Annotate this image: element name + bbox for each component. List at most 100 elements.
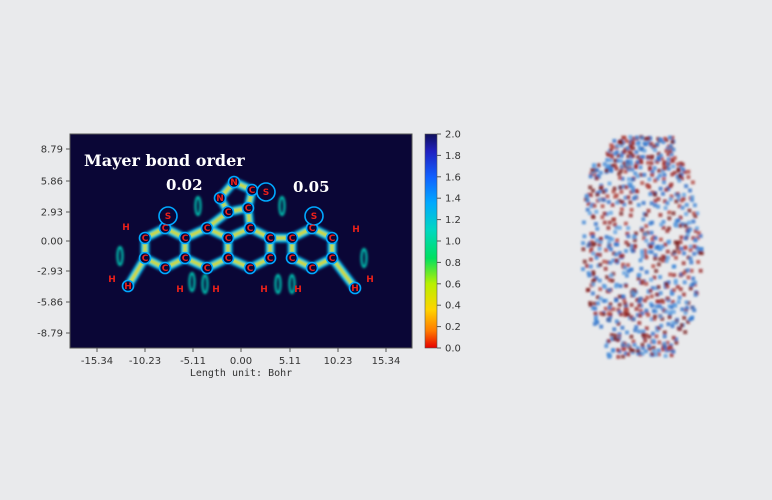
molecule-pixel <box>654 304 659 309</box>
molecule-pixel <box>637 299 642 304</box>
molecule-pixel <box>642 334 647 339</box>
molecule-pixel <box>693 214 698 219</box>
molecule-pixel <box>607 278 612 282</box>
molecule-pixel <box>624 249 628 253</box>
molecule-pixel <box>601 298 606 303</box>
molecule-pixel <box>606 200 611 204</box>
atom-contour <box>243 261 257 275</box>
molecule-pixel <box>596 163 601 168</box>
molecule-pixel <box>673 278 678 283</box>
molecule-pixel <box>688 286 693 291</box>
molecule-pixel <box>662 330 667 335</box>
molecule-pixel <box>632 342 637 347</box>
molecule-pixel <box>686 169 691 174</box>
atom-contour <box>121 279 135 293</box>
molecule-pixel <box>690 305 695 310</box>
molecule-pixel <box>674 340 679 345</box>
molecule-pixel <box>606 260 611 265</box>
atom-label: H <box>176 285 184 295</box>
molecule-pixel <box>690 198 695 203</box>
molecule-pixel <box>610 154 614 159</box>
atom-contour <box>348 281 362 295</box>
molecule-pixel <box>623 221 628 226</box>
molecule-pixel <box>691 219 696 224</box>
colorbar-tick-label: 0.2 <box>445 322 461 333</box>
molecule-pixel <box>660 169 665 173</box>
molecule-pixel <box>635 313 640 317</box>
molecule-pixel <box>680 307 685 312</box>
molecule-pixel <box>670 172 675 177</box>
molecule-pixel <box>644 326 649 331</box>
molecule-pixel <box>685 305 689 310</box>
molecule-pixel <box>638 165 643 170</box>
molecule-pixel <box>631 136 636 141</box>
molecule-pixel <box>602 259 607 264</box>
molecule-pixel <box>659 156 664 161</box>
molecule-pixel <box>625 146 630 151</box>
molecule-pixel <box>603 266 608 271</box>
molecule-pixel <box>588 174 593 179</box>
colorbar-tick-label: 1.6 <box>445 172 461 183</box>
molecule-3d-image <box>581 135 704 359</box>
molecule-pixel <box>603 285 607 289</box>
atom-label: C <box>267 254 274 264</box>
atom-label: S <box>263 188 269 198</box>
molecule-pixel <box>627 182 632 187</box>
molecule-pixel <box>636 155 641 160</box>
atom-label: H <box>122 223 130 233</box>
molecule-pixel <box>616 354 621 359</box>
molecule-pixel <box>691 236 696 241</box>
molecule-pixel <box>670 300 675 305</box>
x-tick-label: -10.23 <box>129 356 161 367</box>
molecule-pixel <box>620 200 625 204</box>
atom-contour <box>304 206 324 226</box>
molecule-pixel <box>650 286 655 291</box>
molecule-pixel <box>660 244 665 249</box>
molecule-pixel <box>607 305 612 310</box>
molecule-pixel <box>693 292 698 297</box>
atom-contour <box>158 261 172 275</box>
molecule-pixel <box>585 193 590 198</box>
molecule-pixel <box>673 240 678 245</box>
molecule-pixel <box>606 244 611 249</box>
molecule-pixel <box>650 173 655 177</box>
molecule-pixel <box>641 217 646 222</box>
molecule-pixel <box>633 244 638 249</box>
molecule-pixel <box>677 178 682 183</box>
molecule-pixel <box>674 255 678 260</box>
molecule-pixel <box>616 307 621 312</box>
colorbar-tick-label: 1.2 <box>445 215 461 226</box>
molecule-pixel <box>663 353 668 358</box>
molecule-pixel <box>646 343 651 348</box>
molecule-pixel <box>598 287 603 292</box>
molecule-pixel <box>634 150 639 155</box>
molecule-pixel <box>581 241 586 246</box>
molecule-pixel <box>642 236 646 241</box>
molecule-pixel <box>657 168 662 173</box>
molecule-pixel <box>605 158 610 162</box>
colorbar-tick-label: 0.6 <box>445 279 461 290</box>
atom-label: C <box>267 234 274 244</box>
molecule-pixel <box>684 212 689 216</box>
molecule-pixel <box>638 172 643 177</box>
atom-label: C <box>329 234 336 244</box>
molecule-pixel <box>663 136 667 141</box>
molecule-pixel <box>608 247 613 252</box>
weak-contour <box>288 274 296 294</box>
molecule-pixel <box>593 313 598 318</box>
molecule-pixel <box>671 335 676 340</box>
molecule-pixel <box>601 312 606 317</box>
molecule-pixel <box>610 163 615 168</box>
molecule-pixel <box>693 229 698 233</box>
molecule-pixel <box>639 160 644 165</box>
atom-label: C <box>142 254 149 264</box>
molecule-pixel <box>672 249 677 254</box>
molecule-pixel <box>655 159 660 164</box>
molecule-pixel <box>679 323 684 328</box>
molecule-pixel <box>644 270 649 275</box>
molecule-pixel <box>634 231 638 236</box>
molecule-pixel <box>617 332 622 337</box>
molecule-pixel <box>629 302 634 307</box>
molecule-pixel <box>637 321 642 325</box>
molecule-pixel <box>619 143 624 148</box>
